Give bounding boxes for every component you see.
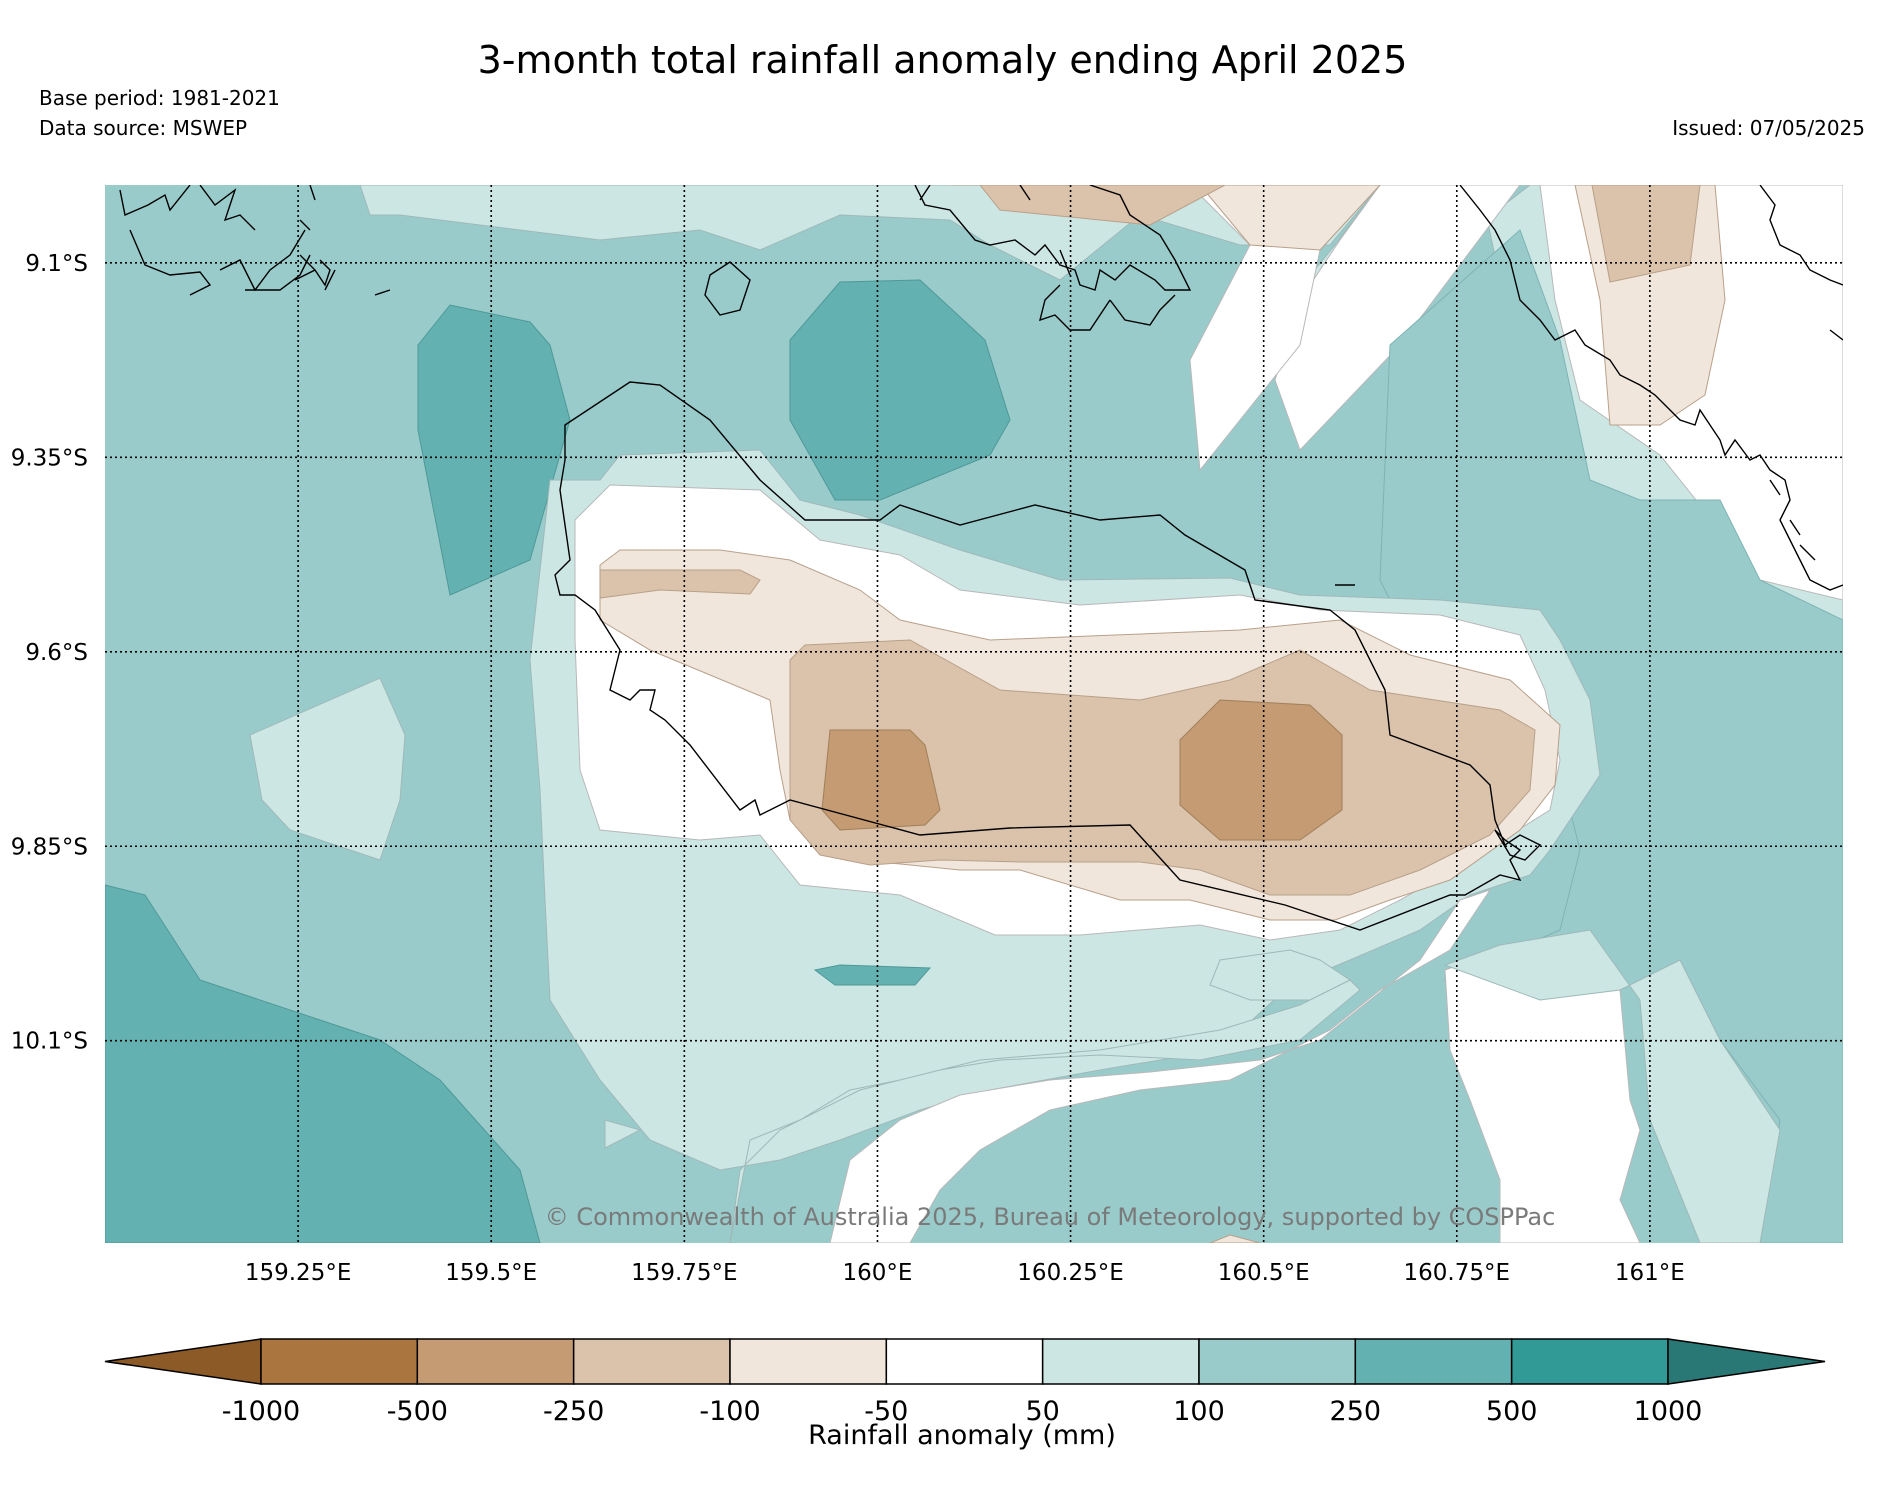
copyright-notice: © Commonwealth of Australia 2025, Bureau…	[545, 1203, 1556, 1231]
longitude-tick-label: 160°E	[842, 1260, 912, 1286]
colorbar-segment	[1198, 1338, 1357, 1385]
colorbar-tick-label: -250	[543, 1396, 604, 1427]
longitude-tick-label: 160.75°E	[1404, 1260, 1511, 1286]
longitude-tick-label: 161°E	[1615, 1260, 1685, 1286]
latitude-tick-label: 10.1°S	[11, 1029, 88, 1055]
latitude-tick-label: 9.1°S	[25, 251, 88, 277]
map-title: 3-month total rainfall anomaly ending Ap…	[477, 38, 1408, 82]
colorbar-segment	[1510, 1338, 1669, 1385]
longitude-axis: 159.25°E 159.5°E 159.75°E 160°E 160.25°E 160.…	[245, 1260, 1685, 1286]
longitude-tick-label: 160.25°E	[1017, 1260, 1124, 1286]
colorbar-title: Rainfall anomaly (mm)	[808, 1420, 1116, 1451]
colorbar-tick-label: 50	[1025, 1396, 1059, 1427]
colorbar-tick-label: -100	[699, 1396, 760, 1427]
longitude-tick-label: 159.25°E	[245, 1260, 352, 1286]
colorbar-segment	[1354, 1338, 1513, 1385]
longitude-tick-label: 160.5°E	[1218, 1260, 1310, 1286]
anomaly-contour-fill	[105, 185, 1843, 1243]
colorbar-segment	[1041, 1338, 1200, 1385]
latitude-tick-label: 9.35°S	[11, 445, 88, 471]
latitude-axis: 9.1°S 9.35°S 9.6°S 9.85°S 10.1°S	[11, 251, 88, 1055]
colorbar-tick-label: 250	[1330, 1396, 1382, 1427]
colorbar-tick-label: 100	[1173, 1396, 1225, 1427]
colorbar-low-extension	[104, 1338, 262, 1385]
latitude-tick-label: 9.6°S	[25, 640, 88, 666]
colorbar-tick-label: 500	[1486, 1396, 1538, 1427]
coastline	[119, 185, 1843, 931]
longitude-tick-label: 159.5°E	[445, 1260, 537, 1286]
colorbar-tick-label: 1000	[1634, 1396, 1703, 1427]
issued-date: Issued: 07/05/2025	[1672, 116, 1865, 140]
colorbar-tick-label: -500	[387, 1396, 448, 1427]
colorbar-tick-label: -1000	[222, 1396, 300, 1427]
colorbar-high-extension	[1667, 1338, 1826, 1385]
colorbar-segments	[104, 1338, 1826, 1385]
colorbar-tick-label: -50	[864, 1396, 908, 1427]
gridlines	[105, 185, 1843, 1243]
longitude-tick-label: 159.75°E	[631, 1260, 738, 1286]
colorbar-segment	[885, 1338, 1044, 1385]
colorbar-tick-labels: -1000 -500 -250 -100 -50 50 100 250 500 1000	[222, 1396, 1703, 1427]
colorbar-segment	[729, 1338, 888, 1385]
latitude-tick-label: 9.85°S	[11, 834, 88, 860]
data-source-note: Data source: MSWEP	[39, 116, 248, 140]
colorbar-segment	[416, 1338, 575, 1385]
colorbar-segment	[572, 1338, 731, 1385]
base-period-note: Base period: 1981-2021	[39, 86, 280, 110]
colorbar-segment	[260, 1338, 419, 1385]
